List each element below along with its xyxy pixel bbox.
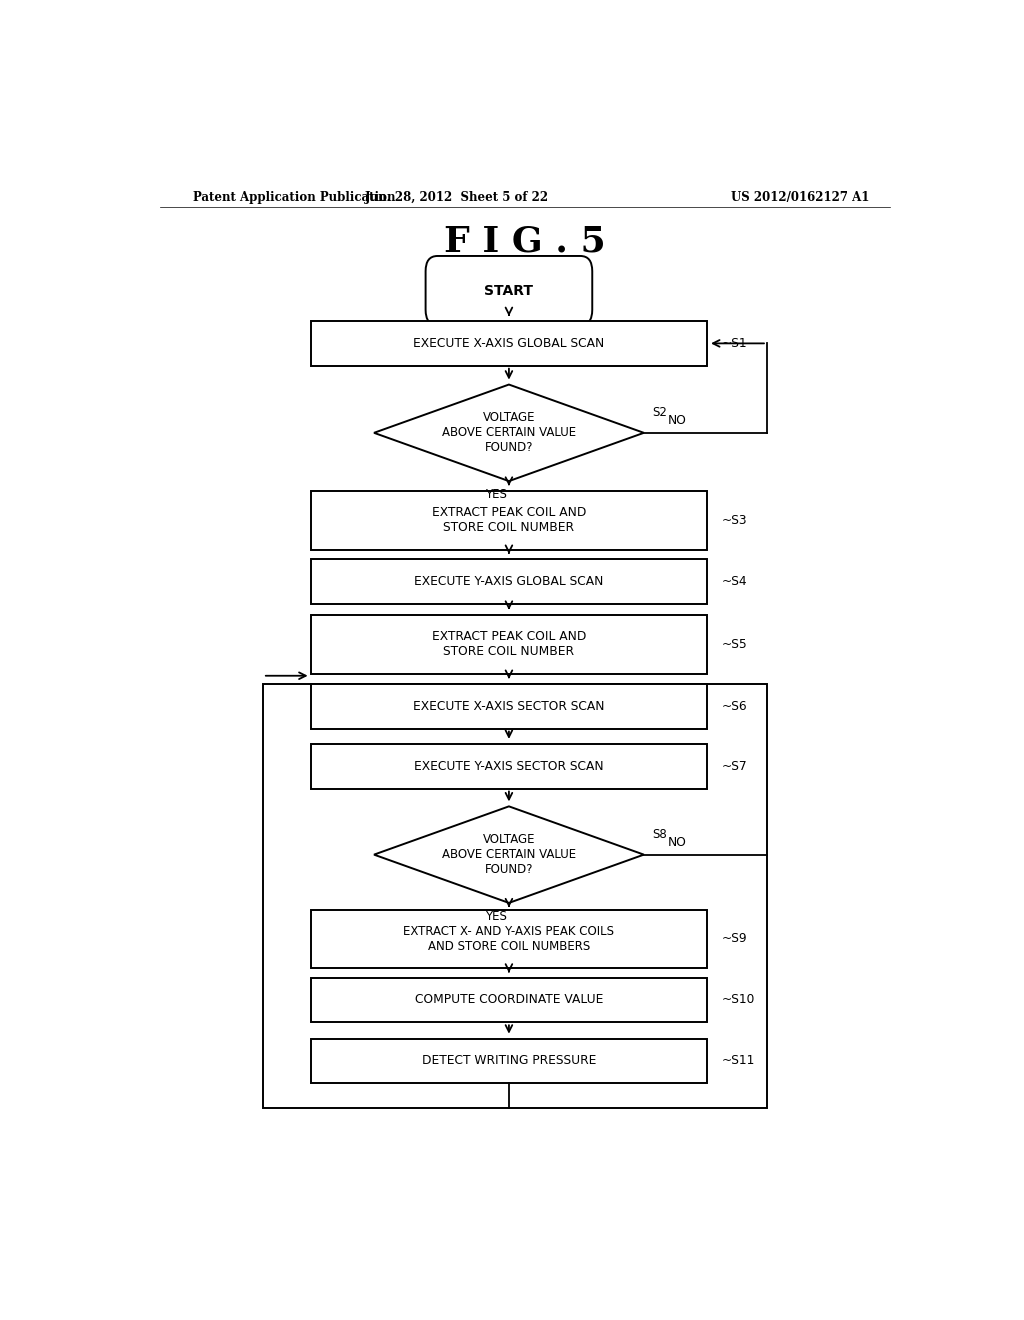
Text: EXTRACT PEAK COIL AND
STORE COIL NUMBER: EXTRACT PEAK COIL AND STORE COIL NUMBER — [432, 507, 586, 535]
Text: ~S9: ~S9 — [722, 932, 748, 945]
FancyBboxPatch shape — [310, 491, 708, 549]
Text: ~S6: ~S6 — [722, 700, 748, 713]
FancyBboxPatch shape — [426, 256, 592, 325]
Text: ~S1: ~S1 — [722, 337, 748, 350]
FancyBboxPatch shape — [310, 909, 708, 969]
FancyBboxPatch shape — [310, 1039, 708, 1084]
Text: EXTRACT X- AND Y-AXIS PEAK COILS
AND STORE COIL NUMBERS: EXTRACT X- AND Y-AXIS PEAK COILS AND STO… — [403, 925, 614, 953]
Text: ~S11: ~S11 — [722, 1055, 755, 1068]
Text: VOLTAGE
ABOVE CERTAIN VALUE
FOUND?: VOLTAGE ABOVE CERTAIN VALUE FOUND? — [442, 833, 575, 876]
Text: ~S3: ~S3 — [722, 513, 748, 527]
Text: Patent Application Publication: Patent Application Publication — [194, 190, 395, 203]
Text: EXECUTE X-AXIS GLOBAL SCAN: EXECUTE X-AXIS GLOBAL SCAN — [414, 337, 604, 350]
Text: DETECT WRITING PRESSURE: DETECT WRITING PRESSURE — [422, 1055, 596, 1068]
Text: EXTRACT PEAK COIL AND
STORE COIL NUMBER: EXTRACT PEAK COIL AND STORE COIL NUMBER — [432, 630, 586, 659]
FancyBboxPatch shape — [310, 615, 708, 673]
Text: EXECUTE Y-AXIS GLOBAL SCAN: EXECUTE Y-AXIS GLOBAL SCAN — [415, 574, 603, 587]
Text: S8: S8 — [652, 828, 667, 841]
Text: VOLTAGE
ABOVE CERTAIN VALUE
FOUND?: VOLTAGE ABOVE CERTAIN VALUE FOUND? — [442, 412, 575, 454]
Text: EXECUTE X-AXIS SECTOR SCAN: EXECUTE X-AXIS SECTOR SCAN — [413, 700, 605, 713]
Text: US 2012/0162127 A1: US 2012/0162127 A1 — [731, 190, 869, 203]
FancyBboxPatch shape — [310, 321, 708, 366]
Text: START: START — [484, 284, 534, 297]
FancyBboxPatch shape — [310, 684, 708, 729]
Polygon shape — [374, 807, 644, 903]
FancyBboxPatch shape — [310, 558, 708, 603]
FancyBboxPatch shape — [310, 744, 708, 788]
Text: ~S10: ~S10 — [722, 994, 755, 1006]
Text: ~S5: ~S5 — [722, 638, 748, 651]
Text: COMPUTE COORDINATE VALUE: COMPUTE COORDINATE VALUE — [415, 994, 603, 1006]
Text: S2: S2 — [652, 407, 667, 420]
Text: F I G . 5: F I G . 5 — [444, 224, 605, 259]
Text: NO: NO — [668, 414, 686, 428]
Text: EXECUTE Y-AXIS SECTOR SCAN: EXECUTE Y-AXIS SECTOR SCAN — [414, 760, 604, 772]
Text: ~S7: ~S7 — [722, 760, 748, 772]
FancyBboxPatch shape — [310, 978, 708, 1022]
Text: YES: YES — [485, 488, 507, 500]
Text: Jun. 28, 2012  Sheet 5 of 22: Jun. 28, 2012 Sheet 5 of 22 — [366, 190, 550, 203]
Text: YES: YES — [485, 909, 507, 923]
Text: NO: NO — [668, 836, 686, 849]
Polygon shape — [374, 384, 644, 480]
Text: ~S4: ~S4 — [722, 574, 748, 587]
